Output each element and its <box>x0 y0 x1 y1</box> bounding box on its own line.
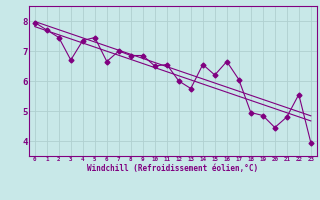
X-axis label: Windchill (Refroidissement éolien,°C): Windchill (Refroidissement éolien,°C) <box>87 164 258 173</box>
